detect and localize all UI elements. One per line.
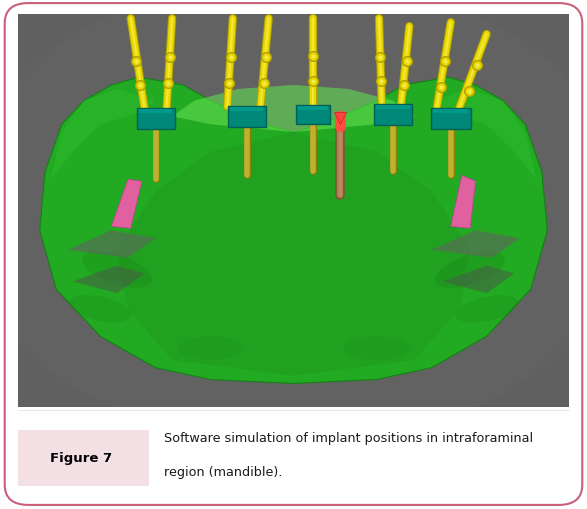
Ellipse shape <box>69 296 132 323</box>
Polygon shape <box>50 90 156 180</box>
Polygon shape <box>112 180 141 229</box>
FancyBboxPatch shape <box>431 109 471 129</box>
FancyBboxPatch shape <box>13 430 149 486</box>
Polygon shape <box>172 86 415 133</box>
Polygon shape <box>431 231 519 258</box>
FancyBboxPatch shape <box>374 105 412 125</box>
FancyBboxPatch shape <box>296 105 330 125</box>
Ellipse shape <box>455 296 518 323</box>
Polygon shape <box>431 90 537 180</box>
Text: Figure 7: Figure 7 <box>50 451 112 465</box>
FancyBboxPatch shape <box>298 106 328 110</box>
Polygon shape <box>443 266 514 294</box>
Ellipse shape <box>343 336 409 360</box>
Text: region (mandible).: region (mandible). <box>164 465 282 478</box>
Polygon shape <box>451 176 475 229</box>
Polygon shape <box>68 231 156 258</box>
FancyBboxPatch shape <box>18 15 569 407</box>
Polygon shape <box>117 133 470 376</box>
Ellipse shape <box>82 252 152 288</box>
FancyBboxPatch shape <box>228 107 266 127</box>
Ellipse shape <box>435 252 505 288</box>
Ellipse shape <box>0 0 587 446</box>
FancyBboxPatch shape <box>433 110 468 114</box>
Text: Software simulation of implant positions in intraforaminal: Software simulation of implant positions… <box>164 432 533 444</box>
FancyBboxPatch shape <box>137 109 174 129</box>
FancyBboxPatch shape <box>230 108 264 112</box>
Polygon shape <box>73 266 144 294</box>
Polygon shape <box>40 78 547 384</box>
Ellipse shape <box>178 336 244 360</box>
FancyBboxPatch shape <box>139 110 173 114</box>
FancyBboxPatch shape <box>376 106 410 110</box>
